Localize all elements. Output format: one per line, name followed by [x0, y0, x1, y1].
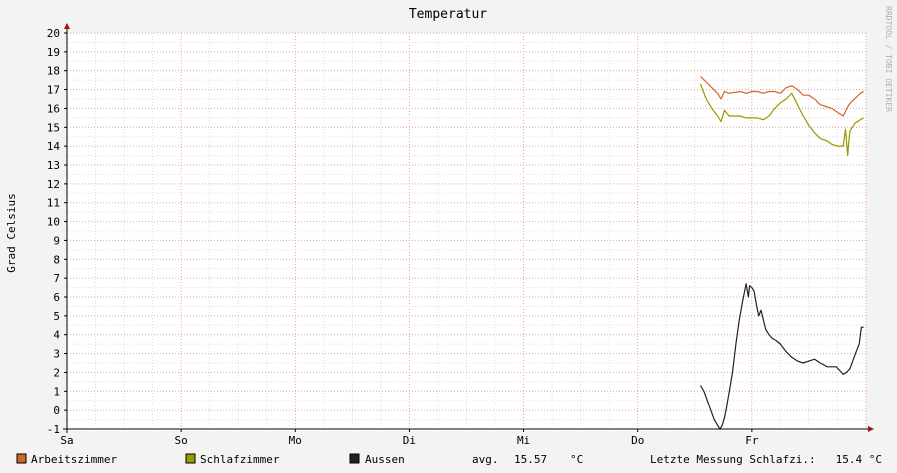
avg-label: avg.: [472, 453, 499, 466]
y-tick-label: 9: [53, 234, 60, 247]
last-measurement-label: Letzte Messung Schlafzi.:: [650, 453, 816, 466]
y-tick-label: 6: [53, 291, 60, 304]
y-tick-label: 4: [53, 329, 60, 342]
legend-item-arbeitszimmer: Arbeitszimmer: [16, 453, 117, 466]
y-tick-label: 17: [47, 84, 60, 97]
legend: Arbeitszimmer Schlafzimmer Aussen: [16, 453, 405, 466]
chart-title: Temperatur: [409, 7, 487, 22]
y-tick-label: -1: [47, 423, 60, 436]
legend-label-aussen: Aussen: [365, 453, 405, 466]
y-tick-label: 14: [47, 140, 61, 153]
x-tick-label: Fr: [745, 434, 759, 447]
rrdtool-watermark: RRDTOOL / TOBI OETIKER: [884, 6, 893, 112]
y-tick-label: 7: [53, 272, 60, 285]
grid-lines: [66, 32, 867, 430]
y-tick-label: 1: [53, 385, 60, 398]
legend-item-schlafzimmer: Schlafzimmer: [185, 453, 280, 466]
legend-label-schlafzimmer: Schlafzimmer: [200, 453, 280, 466]
y-tick-label: 20: [47, 27, 60, 40]
x-tick-label: Di: [403, 434, 416, 447]
x-tick-label: Sa: [60, 434, 73, 447]
y-tick-label: 19: [47, 46, 60, 59]
x-tick-label: Do: [631, 434, 644, 447]
y-tick-label: 12: [47, 178, 60, 191]
stats-line: avg. 15.57 °C Letzte Messung Schlafzi.: …: [472, 453, 882, 466]
avg-value: 15.57: [514, 453, 547, 466]
legend-item-aussen: Aussen: [349, 453, 405, 466]
y-tick-label: 10: [47, 216, 60, 229]
x-tick-label: Mi: [517, 434, 530, 447]
y-tick-label: 8: [53, 253, 60, 266]
y-tick-label: 18: [47, 65, 60, 78]
y-tick-label: 3: [53, 348, 60, 361]
series-line-schlafzimmer: [699, 83, 864, 157]
y-tick-label: 15: [47, 121, 60, 134]
y-tick-label: 5: [53, 310, 60, 323]
legend-swatch-schlafzimmer: [185, 453, 196, 464]
axes: [63, 23, 874, 433]
last-measurement-value: 15.4 °C: [836, 453, 882, 466]
y-tick-label: 11: [47, 197, 60, 210]
data-series: [699, 75, 864, 430]
legend-label-arbeitszimmer: Arbeitszimmer: [31, 453, 117, 466]
y-axis-label: Grad Celsius: [5, 193, 18, 272]
y-tick-label: 16: [47, 102, 60, 115]
y-tick-label: 13: [47, 159, 60, 172]
series-line-aussen: [699, 283, 864, 430]
legend-swatch-aussen: [349, 453, 360, 464]
y-tick-label: 2: [53, 366, 60, 379]
x-tick-label: Mo: [289, 434, 302, 447]
x-axis-arrow: [868, 426, 874, 432]
y-axis-arrow: [64, 23, 70, 29]
legend-swatch-arbeitszimmer: [16, 453, 27, 464]
series-line-arbeitszimmer: [700, 75, 864, 117]
y-tick-label: 0: [53, 404, 60, 417]
avg-unit: °C: [570, 453, 583, 466]
x-tick-label: So: [175, 434, 188, 447]
